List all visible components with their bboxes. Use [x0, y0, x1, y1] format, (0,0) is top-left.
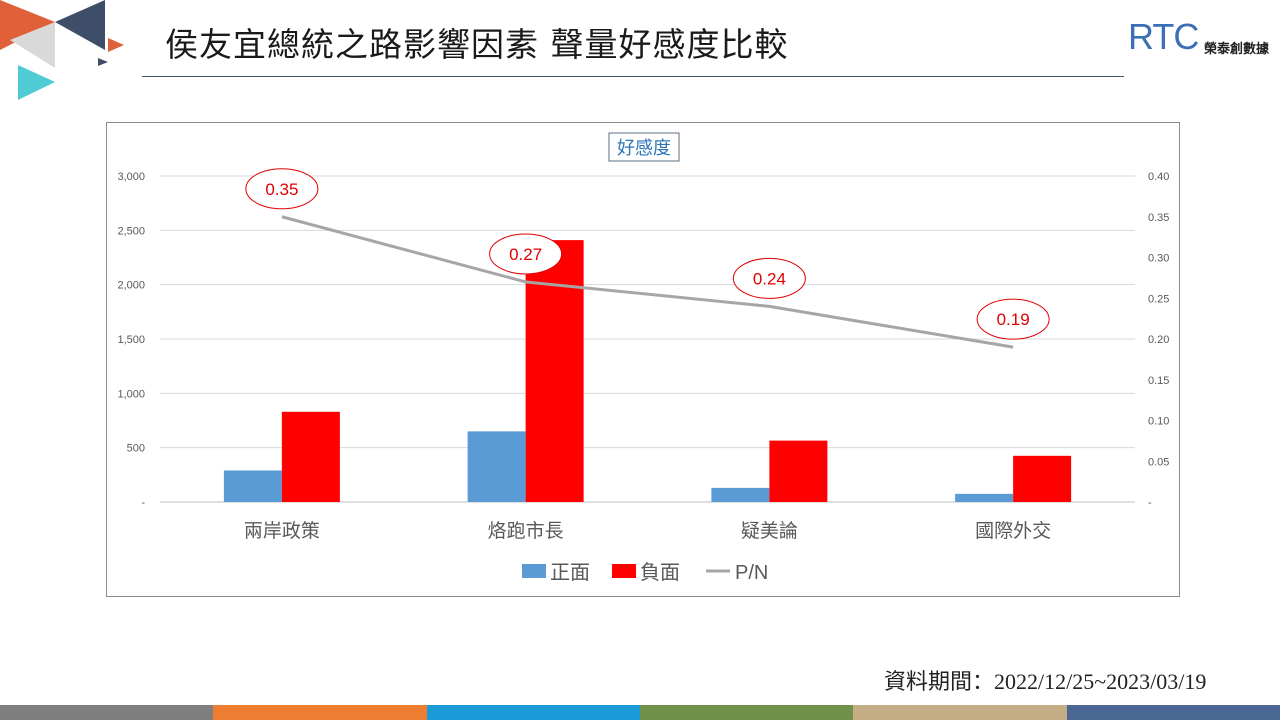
corner-decoration	[0, 0, 124, 100]
bottom-bar-segment	[0, 705, 214, 720]
data-label: 0.35	[265, 180, 298, 199]
company-logo: RTC 榮泰創數據	[1128, 10, 1278, 60]
y-left-tick-label: 3,000	[117, 171, 145, 183]
bar-positive	[955, 493, 1014, 502]
x-tick-label: 兩岸政策	[244, 520, 320, 542]
y-right-tick-label: -	[1148, 497, 1152, 509]
y-right-tick-label: 0.15	[1148, 375, 1169, 387]
title-divider	[142, 76, 1124, 77]
data-label-ellipse	[489, 233, 563, 275]
bar-negative	[769, 440, 828, 502]
y-right-tick-label: 0.05	[1148, 456, 1169, 468]
logo-mark: RTC	[1128, 16, 1199, 57]
legend-swatch	[522, 564, 546, 578]
logo-subtitle: 榮泰創數據	[1204, 42, 1270, 57]
x-tick-label: 國際外交	[975, 520, 1051, 542]
bottom-bar-segment	[213, 705, 427, 720]
y-right-tick-label: 0.30	[1148, 253, 1169, 265]
x-tick-label: 烙跑市長	[488, 520, 564, 542]
legend-label: P/N	[735, 562, 768, 584]
bar-positive	[467, 431, 526, 502]
legend-label: 正面	[550, 560, 590, 584]
y-left-tick-label: 500	[127, 443, 145, 455]
legend-label: 負面	[640, 560, 680, 584]
data-label: 0.24	[753, 269, 786, 288]
x-tick-label: 疑美論	[741, 520, 798, 542]
data-period: 資料期間：2022/12/25~2023/03/19	[884, 669, 1207, 694]
y-left-tick-label: 2,500	[117, 225, 145, 237]
y-right-tick-label: 0.10	[1148, 416, 1169, 428]
chart-title-box	[608, 132, 680, 162]
bar-positive	[223, 470, 282, 502]
legend-swatch	[612, 564, 636, 578]
y-right-tick-label: 0.35	[1148, 212, 1169, 224]
bottom-color-bar	[0, 705, 1280, 720]
data-label-ellipse	[976, 298, 1050, 340]
y-right-tick-label: 0.25	[1148, 293, 1169, 305]
bottom-bar-segment	[853, 705, 1067, 720]
data-label-ellipse	[732, 257, 806, 299]
y-left-tick-label: 1,000	[117, 388, 145, 400]
bar-negative	[525, 240, 584, 502]
chart-frame	[106, 122, 1180, 597]
bottom-bar-segment	[639, 705, 854, 720]
y-left-tick-label: 1,500	[117, 334, 145, 346]
bar-negative	[1013, 455, 1072, 502]
y-right-tick-label: 0.40	[1148, 171, 1169, 183]
y-left-tick-label: -	[141, 497, 145, 509]
bar-positive	[711, 487, 770, 502]
bar-negative	[281, 411, 340, 502]
data-label: 0.27	[509, 245, 542, 264]
pn-line	[281, 215, 1014, 349]
data-label-ellipse	[245, 168, 319, 210]
y-left-tick-label: 2,000	[117, 280, 145, 292]
chart-title: 好感度	[617, 138, 671, 159]
bottom-bar-segment	[1066, 705, 1280, 720]
page-title: 侯友宜總統之路影響因素 聲量好感度比較	[165, 25, 789, 64]
data-label: 0.19	[997, 310, 1030, 329]
bottom-bar-segment	[426, 705, 640, 720]
y-right-tick-label: 0.20	[1148, 334, 1169, 346]
